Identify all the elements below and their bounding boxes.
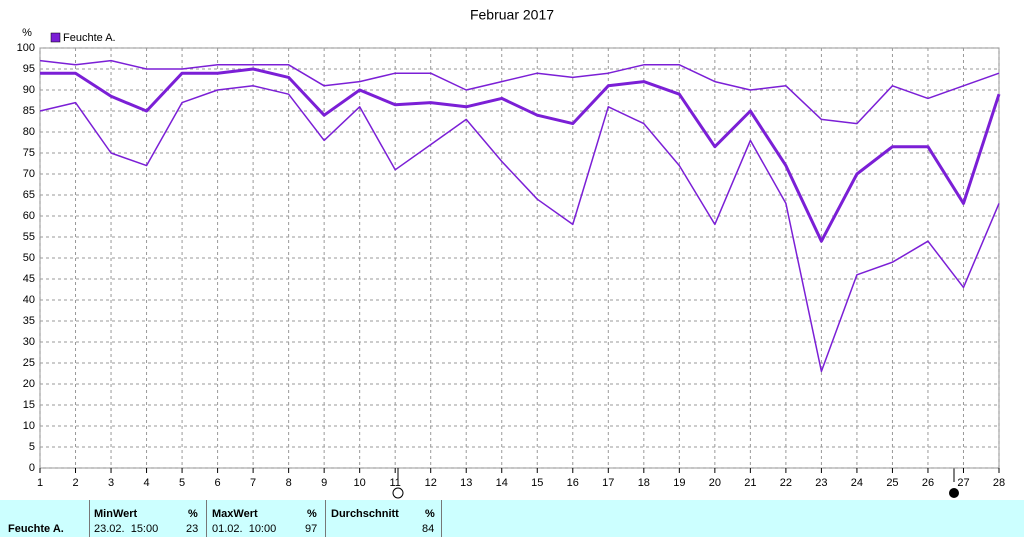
y-tick-label: 75 — [23, 147, 35, 159]
separator — [441, 500, 442, 537]
x-tick-label: 22 — [780, 477, 792, 489]
y-tick-label: 35 — [23, 315, 35, 327]
y-tick-label: 55 — [23, 231, 35, 243]
y-tick-label: 65 — [23, 189, 35, 201]
separator — [325, 500, 326, 537]
time: 01.02. 10:00 — [212, 523, 277, 535]
y-tick-label: 40 — [23, 294, 35, 306]
y-tick-label: 60 — [23, 210, 35, 222]
x-tick-label: 1 — [37, 477, 43, 489]
y-tick-label: 25 — [23, 357, 35, 369]
y-tick-label: 20 — [23, 378, 35, 390]
row-label: Feuchte A. — [8, 523, 64, 535]
column-unit: % — [307, 508, 317, 520]
x-tick-label: 3 — [108, 477, 114, 489]
y-tick-label: 0 — [29, 462, 35, 474]
new-moon-icon — [949, 488, 959, 498]
y-tick-label: 95 — [23, 63, 35, 75]
value: 84 — [422, 523, 435, 535]
separator — [206, 500, 207, 537]
x-tick-label: 19 — [673, 477, 685, 489]
x-tick-label: 4 — [143, 477, 149, 489]
column-title: MaxWert — [212, 508, 258, 520]
column-unit: % — [425, 508, 435, 520]
plot-frame — [39, 47, 1000, 469]
x-tick-label: 17 — [602, 477, 614, 489]
value: 97 — [305, 523, 318, 535]
y-tick-label: 70 — [23, 168, 35, 180]
summary-table: Feuchte A. MinWert % 23.02. 15:00 23 Max… — [0, 500, 1024, 537]
x-tick-label: 21 — [744, 477, 756, 489]
y-tick-label: 45 — [23, 273, 35, 285]
x-tick-label: 12 — [425, 477, 437, 489]
y-tick-label: 5 — [29, 441, 35, 453]
y-tick-label: 15 — [23, 399, 35, 411]
x-tick-label: 11 — [389, 477, 400, 489]
y-tick-label: 50 — [23, 252, 35, 264]
x-tick-label: 7 — [250, 477, 256, 489]
x-tick-label: 13 — [460, 477, 472, 489]
x-tick-label: 24 — [851, 477, 863, 489]
y-tick-label: 85 — [23, 105, 35, 117]
x-tick-label: 9 — [321, 477, 327, 489]
x-tick-label: 6 — [215, 477, 221, 489]
x-tick-label: 16 — [567, 477, 579, 489]
x-tick-label: 28 — [993, 477, 1005, 489]
column-title: MinWert — [94, 508, 138, 520]
chart-title: Februar 2017 — [470, 7, 554, 23]
legend-label: Feuchte A. — [63, 32, 116, 44]
y-unit: % — [22, 27, 32, 39]
x-tick-label: 20 — [709, 477, 721, 489]
separator — [89, 500, 90, 537]
full-moon-icon — [392, 487, 404, 499]
x-tick-label: 18 — [638, 477, 650, 489]
max-line — [39, 59, 1000, 125]
y-tick-label: 10 — [23, 420, 35, 432]
column-title: Durchschnitt — [331, 508, 399, 520]
x-tick-label: 8 — [286, 477, 292, 489]
time: 23.02. 15:00 — [94, 523, 159, 535]
x-tick-label: 27 — [957, 477, 969, 489]
y-tick-label: 30 — [23, 336, 35, 348]
x-tick-label: 23 — [815, 477, 827, 489]
chart: Februar 2017 % 0510152025303540455055606… — [17, 7, 1005, 499]
x-tick-label: 10 — [354, 477, 366, 489]
y-tick-label: 100 — [17, 42, 35, 54]
value: 23 — [186, 523, 199, 535]
x-tick-label: 25 — [886, 477, 898, 489]
x-tick-label: 26 — [922, 477, 934, 489]
x-tick-label: 14 — [496, 477, 508, 489]
legend-swatch — [50, 32, 61, 43]
x-tick-label: 2 — [72, 477, 78, 489]
y-tick-label: 90 — [23, 84, 35, 96]
x-tick-label: 5 — [179, 477, 185, 489]
min-line — [39, 85, 1000, 373]
x-tick-label: 15 — [531, 477, 543, 489]
mean-line — [40, 67, 1001, 243]
y-tick-label: 80 — [23, 126, 35, 138]
column-unit: % — [188, 508, 198, 520]
